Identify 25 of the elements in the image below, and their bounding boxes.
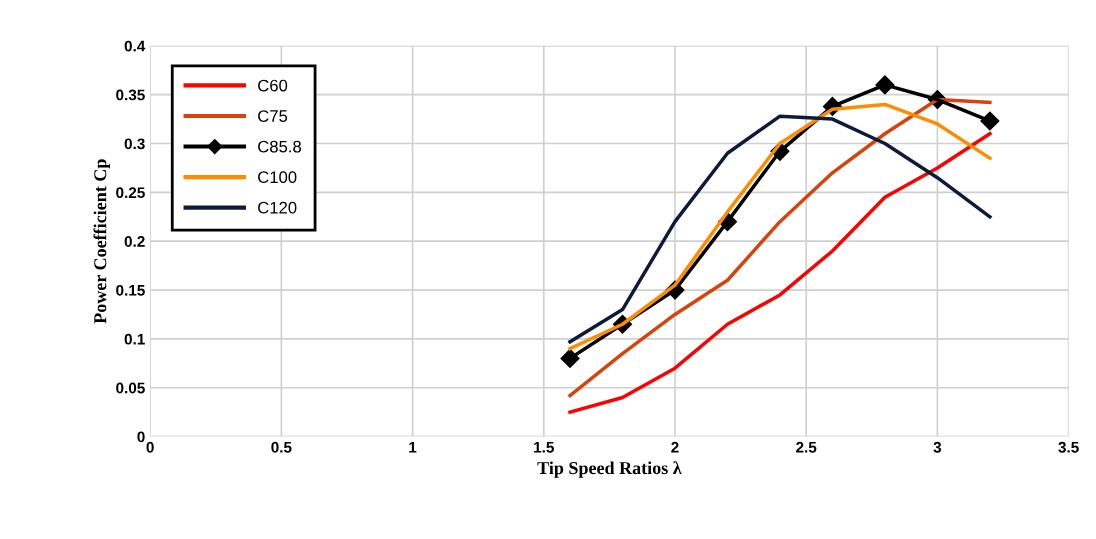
y-tick-label: 0.2 (124, 236, 145, 247)
legend-label: C75 (258, 110, 288, 122)
y-tick-label: 0.3 (124, 138, 145, 150)
y-tick-label: 0.4 (124, 40, 146, 52)
y-tick-label: 0.25 (116, 187, 145, 199)
y-tick-label: 0 (137, 431, 145, 443)
legend-label: C100 (258, 171, 297, 184)
x-tick-label: 0 (146, 441, 154, 453)
y-axis-title: Power Coefficient Cp (93, 159, 110, 324)
line-series (568, 132, 992, 414)
x-axis-title: Tip Speed Ratios λ (537, 461, 682, 478)
x-tick-label: 1.5 (534, 442, 554, 453)
x-tick-label: 2 (671, 441, 679, 453)
x-tick-label: 1 (409, 442, 417, 453)
x-tick-label: 3 (933, 441, 942, 453)
x-tick-label: 0.5 (271, 441, 292, 453)
x-tick-label: 2.5 (796, 441, 817, 453)
legend-label: C85.8 (258, 140, 302, 153)
legend-label: C60 (258, 79, 288, 92)
y-tick-label: 0.15 (116, 284, 145, 296)
legend-label: C120 (258, 201, 297, 214)
y-tick-label: 0.1 (124, 333, 145, 345)
y-tick-label: 0.05 (116, 382, 145, 394)
y-tick-label: 0.35 (116, 89, 145, 101)
x-tick-label: 3.5 (1058, 441, 1079, 453)
